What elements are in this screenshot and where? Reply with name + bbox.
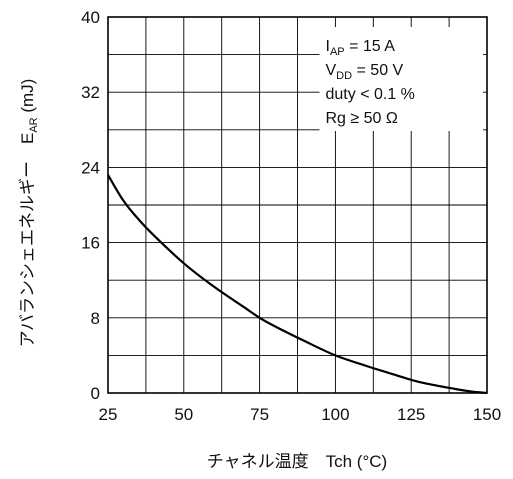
y-axis-title: アバランシェエネルギー EAR (mJ) [18,79,40,348]
y-tick-label: 8 [91,309,100,328]
annotation-main: I [326,38,330,55]
y-tick-labels: 0 8 16 24 32 40 [81,8,100,403]
y-axis-title-symbol: E [18,133,37,144]
y-tick-label: 32 [81,83,100,102]
annotation-subscript: DD [336,70,352,82]
annotation-line: duty < 0.1 % [326,86,415,103]
annotation-subscript: AP [330,46,345,58]
x-tick-label: 150 [473,405,501,424]
y-tick-label: 0 [91,384,100,403]
y-tick-label: 40 [81,8,100,27]
annotation-background [319,27,483,131]
annotation-line: Rg ≥ 50 Ω [326,110,398,127]
annotation-main: duty < 0.1 % [326,86,415,103]
x-tick-label: 25 [99,405,118,424]
y-axis-title-subscript: AR [28,117,40,132]
x-tick-label: 50 [174,405,193,424]
y-tick-label: 24 [81,158,100,177]
annotation-line: IAP = 15 A [326,38,396,58]
energy-curve [107,174,488,395]
y-axis-title-main: アバランシェエネルギー [18,144,37,347]
annotation-box: IAP = 15 A VDD = 50 V duty < 0.1 % Rg ≥ 50 … [319,27,483,131]
x-tick-label: 125 [397,405,425,424]
y-tick-label: 16 [81,234,100,253]
annotation-main: V [326,62,337,79]
x-axis-title: チャネル温度 Tch (°C) [207,452,387,471]
annotation-rest: = 50 V [352,62,403,79]
x-tick-labels: 25 50 75 100 125 150 [99,405,502,424]
x-tick-label: 75 [250,405,269,424]
plot-frame [107,16,488,394]
annotation-rest: = 15 A [345,38,396,55]
x-tick-label: 100 [321,405,349,424]
annotation-line: VDD = 50 V [326,62,404,82]
y-axis-title-unit: (mJ) [18,79,37,118]
annotation-main: Rg ≥ 50 Ω [326,110,398,127]
